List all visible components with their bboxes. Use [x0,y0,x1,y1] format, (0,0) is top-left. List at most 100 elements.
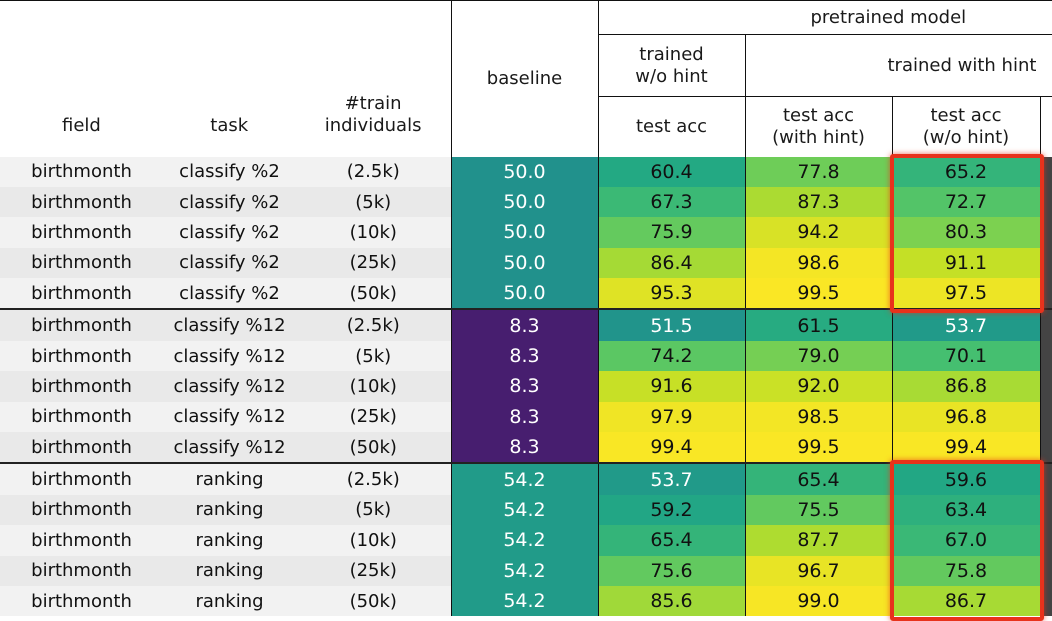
table-row: birthmonth classify %2 (25k) 50.0 86.4 98.6 91… [0,247,1052,279]
test-acc-with-hint-cell: 98.6 [745,247,893,279]
field-cell: birthmonth [0,247,163,279]
test-acc-with-hint-cell: 92.0 [745,371,893,402]
task-cell: classify %12 [163,308,296,341]
test-acc-wo-hint-cell: 51.5 [598,308,746,341]
test-acc-wo-hint-cell: 75.9 [598,217,746,248]
test-acc-hint-wo-cell: 70.1 [892,340,1041,372]
train-size-cell: (10k) [296,525,451,556]
field-cell: birthmonth [0,401,163,433]
baseline-cell: 54.2 [450,525,599,556]
train-size-cell: (5k) [296,494,451,526]
baseline-cell: 50.0 [450,186,599,218]
test-acc-hint-wo-cell: 59.6 [892,462,1041,495]
test-acc-hint-wo-cell: 80.3 [892,217,1041,248]
row-padding-cell [1040,585,1052,617]
train-size-cell: (10k) [296,217,451,248]
baseline-cell: 50.0 [450,247,599,279]
baseline-cell: 8.3 [450,432,599,464]
baseline-cell: 8.3 [450,371,599,402]
header-pretrained-model: pretrained model [598,0,1052,35]
table-body: birthmonth classify %2 (2.5k) 50.0 60.4 77.8 6… [0,156,1052,617]
task-cell: classify %2 [163,186,296,218]
train-size-cell: (5k) [296,340,451,372]
baseline-cell: 54.2 [450,462,599,495]
header-trained-wo-hint: trained w/o hint [598,34,746,97]
test-acc-with-hint-cell: 61.5 [745,308,893,341]
table-row: birthmonth classify %12 (5k) 8.3 74.2 79.0 70.… [0,340,1052,372]
header-field: field [61,114,101,136]
test-acc-hint-wo-cell: 96.8 [892,401,1041,433]
test-acc-with-hint-cell: 99.5 [745,432,893,464]
field-cell: birthmonth [0,494,163,526]
test-acc-wo-hint-cell: 95.3 [598,278,746,310]
train-size-cell: (5k) [296,186,451,218]
field-cell: birthmonth [0,340,163,372]
test-acc-with-hint-cell: 94.2 [745,217,893,248]
field-cell: birthmonth [0,555,163,586]
test-acc-with-hint-cell: 65.4 [745,462,893,495]
baseline-cell: 8.3 [450,308,599,341]
header-spacer [1040,96,1052,157]
field-cell: birthmonth [0,217,163,248]
header-test-acc: test acc [598,96,746,157]
test-acc-wo-hint-cell: 59.2 [598,494,746,526]
test-acc-wo-hint-cell: 53.7 [598,462,746,495]
test-acc-wo-hint-cell: 75.6 [598,555,746,586]
row-padding-cell [1040,371,1052,402]
field-cell: birthmonth [0,432,163,464]
row-padding-cell [1040,247,1052,279]
field-cell: birthmonth [0,525,163,556]
test-acc-wo-hint-cell: 67.3 [598,186,746,218]
test-acc-wo-hint-cell: 97.9 [598,401,746,433]
task-cell: ranking [163,494,296,526]
header-train-individuals: #train individuals [324,92,422,136]
field-cell: birthmonth [0,462,163,495]
train-size-cell: (50k) [296,585,451,617]
table-row: birthmonth classify %12 (10k) 8.3 91.6 92.0 86… [0,371,1052,402]
table-row: birthmonth classify %2 (5k) 50.0 67.3 87.3 72.… [0,186,1052,218]
test-acc-hint-wo-cell: 91.1 [892,247,1041,279]
train-size-cell: (25k) [296,555,451,586]
train-size-cell: (2.5k) [296,156,451,187]
table-row: birthmonth classify %12 (2.5k) 8.3 51.5 61.5 5… [0,308,1052,341]
table-row: birthmonth classify %12 (25k) 8.3 97.9 98.5 96… [0,401,1052,433]
test-acc-hint-wo-cell: 99.4 [892,432,1041,464]
test-acc-hint-wo-cell: 63.4 [892,494,1041,526]
baseline-cell: 50.0 [450,217,599,248]
test-acc-with-hint-cell: 75.5 [745,494,893,526]
test-acc-wo-hint-cell: 91.6 [598,371,746,402]
test-acc-with-hint-cell: 96.7 [745,555,893,586]
task-cell: classify %2 [163,217,296,248]
table-row: birthmonth ranking (10k) 54.2 65.4 87.7 67.0 [0,525,1052,556]
row-padding-cell [1040,340,1052,372]
baseline-cell: 54.2 [450,585,599,617]
test-acc-hint-wo-cell: 75.8 [892,555,1041,586]
test-acc-with-hint-cell: 98.5 [745,401,893,433]
row-padding-cell [1040,525,1052,556]
row-padding-cell [1040,278,1052,310]
task-cell: ranking [163,462,296,495]
table-row: birthmonth classify %12 (50k) 8.3 99.4 99.5 99… [0,432,1052,464]
row-padding-cell [1040,156,1052,187]
header-baseline: baseline [450,0,599,157]
task-cell: ranking [163,525,296,556]
train-size-cell: (10k) [296,371,451,402]
row-padding-cell [1040,217,1052,248]
row-padding-cell [1040,555,1052,586]
test-acc-hint-wo-cell: 53.7 [892,308,1041,341]
field-cell: birthmonth [0,156,163,187]
task-cell: classify %12 [163,401,296,433]
table-row: birthmonth classify %2 (10k) 50.0 75.9 94.2 80… [0,217,1052,248]
test-acc-hint-wo-cell: 67.0 [892,525,1041,556]
test-acc-hint-wo-cell: 97.5 [892,278,1041,310]
task-cell: classify %2 [163,156,296,187]
test-acc-wo-hint-cell: 99.4 [598,432,746,464]
field-cell: birthmonth [0,308,163,341]
train-size-cell: (50k) [296,432,451,464]
baseline-cell: 54.2 [450,555,599,586]
field-cell: birthmonth [0,585,163,617]
row-padding-cell [1040,308,1052,341]
table-row: birthmonth ranking (25k) 54.2 75.6 96.7 75.8 [0,555,1052,586]
baseline-cell: 54.2 [450,494,599,526]
